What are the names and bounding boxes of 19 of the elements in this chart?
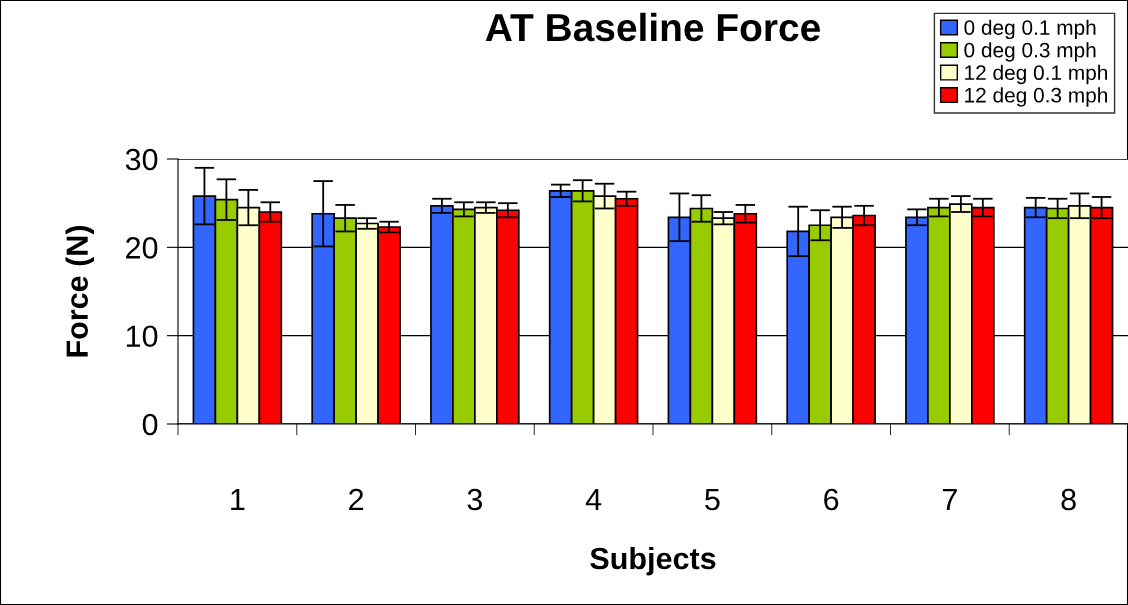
y-axis-title: Force (N) (65, 225, 95, 357)
x-tick-label: 7 (942, 489, 957, 511)
x-tick-label: 6 (824, 488, 839, 511)
y-tick-label: 0 (142, 413, 158, 436)
legend-label: 0 deg 0.3 mph (964, 42, 1096, 62)
y-tick-label: 10 (126, 325, 158, 348)
x-tick-label: 4 (585, 489, 602, 511)
x-tick-label: 1 (231, 489, 245, 511)
legend-label: 12 deg 0.1 mph (965, 64, 1107, 85)
x-tick-label: 8 (1061, 488, 1076, 511)
x-tick-label: 3 (467, 488, 483, 511)
legend-label: 0 deg 0.1 mph (964, 19, 1096, 40)
legend-label: 12 deg 0.3 mph (965, 87, 1107, 107)
x-tick-label: 2 (349, 488, 364, 511)
chart-title: AT Baseline Force (485, 12, 820, 42)
y-tick-label: 30 (125, 148, 158, 171)
y-tick-label: 20 (126, 237, 158, 259)
x-tick-label: 5 (705, 489, 720, 511)
x-axis-title: Subjects (590, 546, 716, 576)
